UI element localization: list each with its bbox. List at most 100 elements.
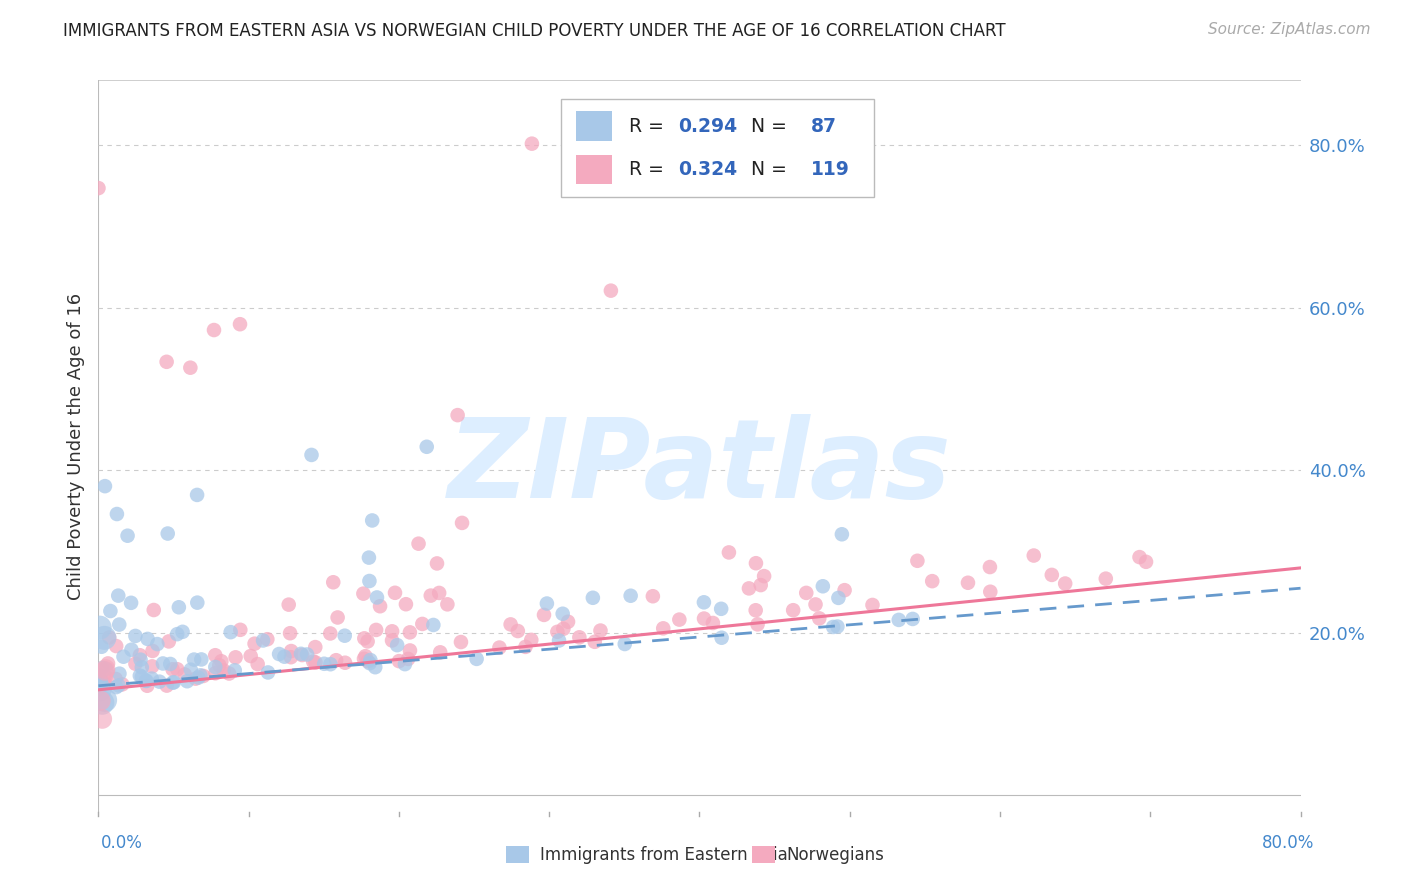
Point (94, 693, 117, 707)
Point (94, 479, 117, 493)
Point (301, 448, 323, 462)
Point (93, 676, 115, 690)
Point (738, 582, 761, 596)
Point (693, 611, 716, 625)
Text: N =: N = (740, 161, 793, 179)
Point (204, 648, 226, 663)
Point (499, 617, 522, 632)
Point (187, 671, 209, 685)
Text: ZIPatlas: ZIPatlas (447, 415, 952, 522)
Point (302, 655, 325, 669)
Point (157, 634, 180, 648)
Point (956, 575, 979, 590)
Point (353, 632, 375, 646)
Point (94, 664, 117, 678)
Text: 0.294: 0.294 (678, 117, 737, 136)
Point (290, 647, 312, 661)
Point (408, 536, 430, 550)
Point (141, 659, 163, 673)
Point (124, 629, 146, 643)
Point (94, 670, 117, 684)
Point (148, 674, 170, 689)
Point (520, 136, 543, 151)
Point (394, 657, 416, 672)
Point (1054, 576, 1077, 591)
Point (831, 527, 853, 541)
Point (794, 586, 817, 600)
Point (252, 633, 274, 648)
Point (184, 672, 207, 686)
Point (613, 637, 636, 651)
Point (319, 657, 342, 672)
Point (862, 598, 884, 612)
Point (979, 584, 1001, 599)
Point (97, 657, 120, 671)
Point (399, 643, 422, 657)
Point (1135, 555, 1157, 569)
Point (107, 678, 129, 692)
Point (124, 657, 146, 671)
Point (515, 640, 537, 654)
Point (183, 652, 205, 666)
Point (105, 639, 128, 653)
Point (506, 624, 529, 638)
Point (104, 672, 127, 686)
Point (599, 284, 621, 298)
Point (111, 677, 134, 691)
Point (156, 355, 179, 369)
Point (91, 712, 114, 726)
Point (366, 591, 388, 605)
Point (162, 662, 184, 676)
Point (117, 529, 139, 543)
Point (359, 653, 381, 667)
Point (385, 638, 408, 652)
Point (136, 632, 159, 646)
Point (1040, 567, 1063, 582)
Point (129, 653, 152, 667)
Point (804, 598, 827, 612)
Point (381, 633, 404, 648)
Point (419, 589, 441, 603)
Point (277, 598, 299, 612)
FancyBboxPatch shape (561, 99, 873, 197)
Point (190, 652, 212, 666)
Point (120, 642, 142, 657)
Point (652, 621, 675, 635)
Point (87, 669, 110, 683)
Point (204, 666, 226, 681)
Point (887, 613, 910, 627)
Point (229, 623, 252, 637)
Text: 0.0%: 0.0% (101, 834, 143, 852)
Point (141, 644, 163, 658)
Text: 87: 87 (811, 117, 838, 136)
Point (752, 569, 775, 583)
Point (120, 596, 142, 610)
Text: 119: 119 (811, 161, 851, 179)
Point (553, 622, 575, 636)
Point (436, 598, 458, 612)
Point (1022, 549, 1045, 563)
Point (159, 657, 181, 671)
Point (384, 586, 406, 600)
Point (152, 657, 174, 671)
Point (172, 624, 194, 639)
Point (212, 664, 235, 678)
Text: 0.324: 0.324 (678, 161, 737, 179)
Point (176, 674, 198, 689)
Point (89, 621, 111, 635)
Point (163, 675, 186, 690)
Point (108, 666, 131, 681)
Point (93, 631, 115, 645)
Point (589, 624, 612, 638)
Point (710, 631, 733, 645)
Point (747, 617, 769, 632)
Text: R =: R = (628, 161, 669, 179)
Point (193, 669, 215, 683)
Point (381, 624, 404, 639)
Y-axis label: Child Poverty Under the Age of 16: Child Poverty Under the Age of 16 (66, 293, 84, 599)
Point (451, 516, 474, 530)
Point (218, 666, 240, 681)
Point (834, 583, 856, 598)
Point (291, 648, 314, 662)
Point (89, 680, 111, 694)
